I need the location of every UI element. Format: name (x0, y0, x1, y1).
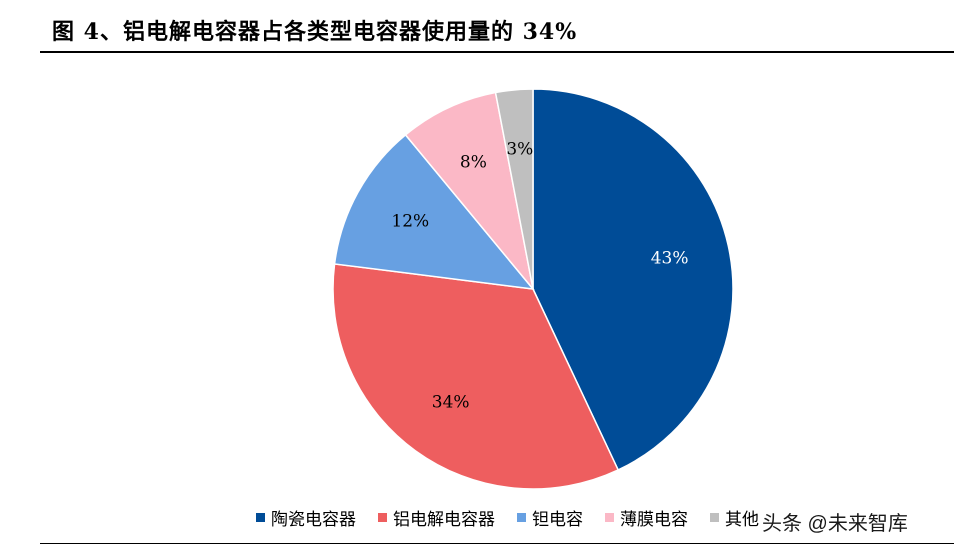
data-label-3: 12% (391, 212, 429, 232)
legend-label: 薄膜电容 (620, 509, 688, 530)
bottom-rule (40, 543, 954, 544)
pie-slice-5 (494, 88, 534, 290)
chart-title: 图 4、铝电解电容器占各类型电容器使用量的 34% (52, 19, 578, 45)
legend-swatch (256, 512, 265, 522)
legend-swatch (517, 512, 526, 522)
legend-item-2: 铝电解电容器 (378, 505, 495, 530)
pie-slice-3 (333, 133, 535, 290)
legend-item-1: 陶瓷电容器 (256, 505, 356, 530)
data-label-1: 43% (651, 248, 689, 268)
legend-item-4: 薄膜电容 (605, 505, 688, 530)
pie-slice-4 (404, 91, 534, 290)
chart-legend: 陶瓷电容器 铝电解电容器 钽电容 薄膜电容 其他 (256, 504, 759, 530)
legend-label: 其他 (725, 509, 759, 530)
legend-label: 钽电容 (532, 509, 583, 530)
legend-label: 陶瓷电容器 (271, 509, 356, 530)
title-rule (40, 51, 954, 53)
legend-item-3: 钽电容 (517, 505, 583, 530)
legend-swatch (710, 512, 719, 522)
pie-labels: 43% 34% 12% 8% 3% (391, 140, 688, 413)
pie-slice-1 (532, 88, 734, 471)
watermark: 头条 @未来智库 (762, 513, 908, 535)
data-label-2: 34% (432, 392, 470, 412)
data-label-4: 8% (460, 152, 487, 172)
legend-swatch (378, 512, 387, 522)
data-label-5: 3% (506, 140, 533, 160)
pie-slices (332, 88, 734, 490)
legend-item-5: 其他 (710, 505, 759, 530)
legend-swatch (605, 512, 614, 522)
pie-slice-2 (332, 263, 620, 490)
legend-label: 铝电解电容器 (393, 509, 495, 530)
